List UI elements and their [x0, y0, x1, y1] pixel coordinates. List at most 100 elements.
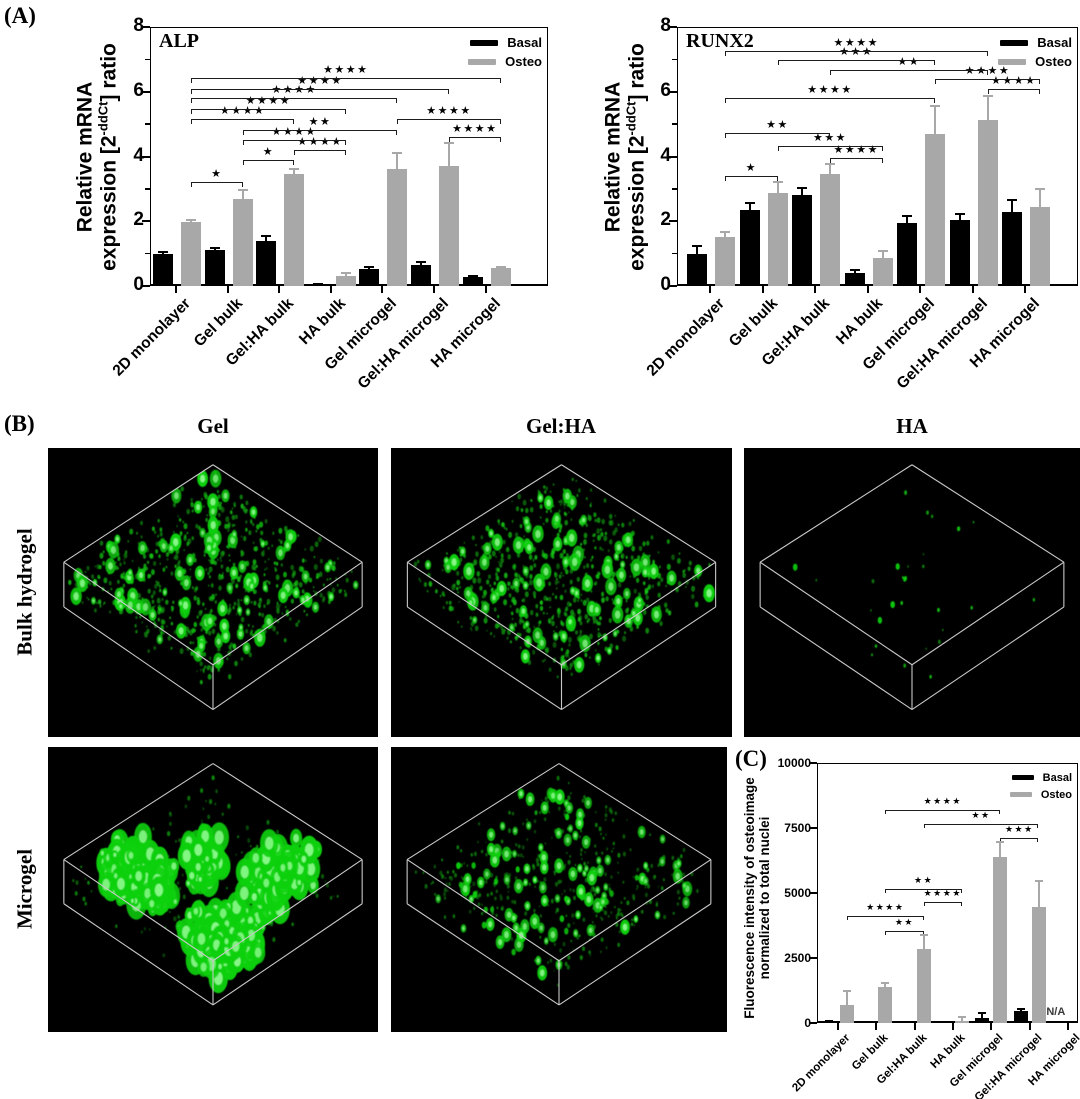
runx2-error-bar — [1011, 199, 1013, 213]
confocal-image-bulk-ha — [744, 448, 1080, 737]
alp-legend-swatch-osteo — [468, 58, 497, 65]
alp-error-cap — [340, 272, 351, 275]
box-wireframe-edge — [561, 606, 716, 711]
runx2-x-tick-mark — [814, 286, 816, 293]
runx2-chart-title: RUNX2 — [686, 30, 754, 52]
alp-error-bar — [344, 273, 347, 276]
runx2-error-bar — [696, 245, 698, 254]
fluorescence-3d-render — [406, 763, 712, 1006]
runx2-bar-basal — [897, 222, 917, 286]
alp-significance-bracket — [191, 88, 449, 94]
box-wireframe-edge — [212, 464, 363, 563]
fluor-bar-osteo — [916, 948, 931, 1023]
runx2-y-tick-mark — [669, 26, 677, 28]
runx2-x-tick-mark — [1024, 286, 1026, 293]
box-wireframe-edge — [558, 763, 712, 861]
box-wireframe-edge — [759, 561, 913, 666]
alp-significance-bracket — [242, 159, 295, 165]
alp-significance-bracket — [191, 78, 501, 84]
alp-significance-stars: ★★★★ — [297, 135, 343, 149]
alp-y-tick-mark — [142, 26, 150, 28]
fluor-y-tick-mark — [809, 957, 817, 959]
alp-error-cap — [186, 218, 196, 221]
runx2-significance-bracket — [777, 145, 883, 151]
alp-significance-stars: ★★★★ — [297, 73, 343, 87]
runx2-significance-bracket — [725, 51, 988, 57]
runx2-x-tick-mark — [709, 286, 711, 293]
runx2-error-bar — [724, 231, 726, 238]
alp-legend-item-osteo: Osteo — [412, 52, 542, 71]
alp-y-tick-mark — [142, 155, 150, 158]
fluor-y-tick-mark — [809, 892, 817, 894]
alp-y-tick-label: 8 — [133, 15, 144, 37]
alp-error-cap — [261, 234, 272, 237]
fluor-bar-osteo — [878, 986, 893, 1023]
fluor-x-tick-mark — [1066, 1023, 1069, 1030]
alp-error-bar — [293, 169, 296, 175]
runx2-error-cap — [772, 181, 783, 184]
box-wireframe-edge — [561, 561, 716, 666]
runx2-legend-item-osteo: Osteo — [942, 52, 1072, 71]
runx2-y-tick-mark — [669, 90, 677, 93]
fluor-legend-label-osteo: Osteo — [1040, 788, 1072, 801]
alp-error-cap — [467, 274, 478, 277]
fluor-error-cap — [1016, 1007, 1025, 1010]
runx2-error-bar — [853, 270, 856, 274]
alp-bar-osteo — [387, 168, 408, 286]
alp-y-minor-tick — [145, 252, 150, 255]
alp-significance-stars: ★★★★ — [271, 125, 317, 139]
fluor-significance-stars: ★★ — [971, 811, 991, 822]
fluor-na-label: N/A — [1046, 1006, 1066, 1018]
alp-x-tick-mark — [329, 286, 332, 293]
alp-error-cap — [416, 261, 426, 264]
fluor-bar-osteo — [1031, 907, 1046, 1023]
fluor-y-tick-label: 5000 — [784, 885, 811, 900]
box-wireframe-edge — [407, 561, 562, 666]
runx2-legend-label-basal: Basal — [1037, 35, 1072, 50]
runx2-y-tick-label: 4 — [660, 144, 671, 166]
runx2-x-tick-mark — [971, 286, 974, 293]
box-wireframe-edge — [212, 859, 363, 962]
alp-significance-stars: ★ — [211, 167, 223, 181]
fluor-significance-stars: ★★ — [894, 917, 914, 928]
alp-significance-stars: ★★ — [308, 114, 332, 128]
alp-error-bar — [241, 190, 244, 199]
fluor-significance-stars: ★★★★ — [923, 889, 962, 900]
fluor-x-tick-mark — [951, 1023, 954, 1030]
fluor-error-cap — [1034, 879, 1043, 882]
box-wireframe-edge — [911, 464, 1065, 563]
runx2-legend-item-basal: Basal — [942, 33, 1072, 52]
fluor-significance-stars: ★★★ — [1004, 825, 1034, 836]
runx2-legend-swatch-basal — [1000, 39, 1029, 46]
runx2-y-tick-mark — [669, 285, 677, 287]
alp-significance-bracket — [191, 108, 346, 114]
alp-significance-stars: ★★★★ — [452, 122, 498, 136]
fluor-bar-osteo — [993, 856, 1008, 1023]
panel-c-label: (C) — [735, 746, 767, 771]
runx2-bar-osteo — [977, 120, 998, 286]
fluor-y-tick-mark — [809, 762, 817, 764]
runx2-legend-label-osteo: Osteo — [1035, 54, 1072, 69]
runx2-bar-basal — [739, 209, 760, 286]
fluorescence-3d-render — [63, 763, 363, 1006]
alp-y-minor-tick — [145, 188, 150, 190]
alp-y-tick-label: 0 — [133, 274, 144, 296]
fluor-significance-bracket — [885, 809, 1001, 814]
alp-significance-stars: ★★★★ — [271, 83, 317, 97]
alp-significance-bracket — [191, 182, 243, 188]
alp-significance-bracket — [191, 98, 398, 104]
box-wireframe-edge — [759, 606, 913, 711]
alp-bar-osteo — [490, 268, 511, 286]
runx2-error-cap — [797, 187, 807, 190]
alp-significance-bracket — [242, 129, 398, 135]
column-header-gel: Gel — [197, 414, 229, 438]
runx2-error-cap — [849, 269, 860, 272]
fluor-x-tick-mark — [837, 1023, 839, 1030]
alp-bar-osteo — [284, 174, 305, 286]
alp-y-tick-label: 4 — [133, 144, 144, 166]
fluor-significance-bracket — [923, 902, 962, 907]
fluor-bar-basal — [975, 1017, 990, 1023]
box-wireframe-edge — [212, 561, 363, 666]
box-wireframe-edge — [558, 903, 712, 1006]
fluor-y-tick-label: 2500 — [784, 950, 811, 965]
